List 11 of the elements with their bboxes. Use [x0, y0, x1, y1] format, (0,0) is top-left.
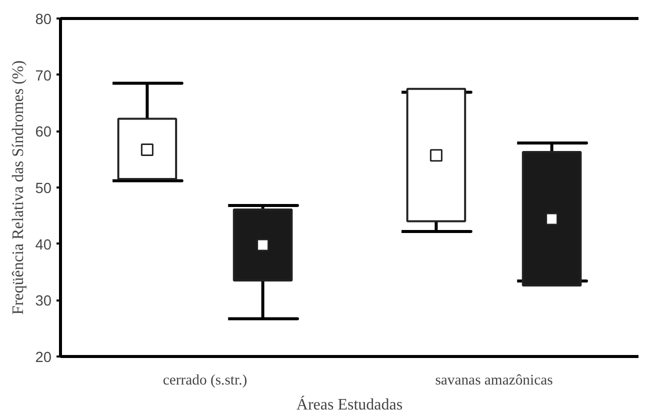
y-tick-label: 60 — [35, 124, 52, 141]
x-tick-label: cerrado (s.str.) — [162, 372, 248, 388]
y-tick-label: 70 — [35, 68, 52, 84]
y-tick-label: 50 — [35, 181, 52, 197]
y-tick-label: 40 — [35, 237, 52, 254]
y-axis-title: Freqüência Relativa das Síndromes (%) — [10, 60, 28, 315]
x-axis-title: Áreas Estudadas — [296, 396, 403, 414]
y-tick-label: 20 — [35, 350, 52, 366]
y-tick-label: 80 — [35, 12, 52, 28]
y-tick-label: 30 — [35, 294, 52, 310]
x-tick-label: savanas amazônicas — [435, 372, 554, 388]
